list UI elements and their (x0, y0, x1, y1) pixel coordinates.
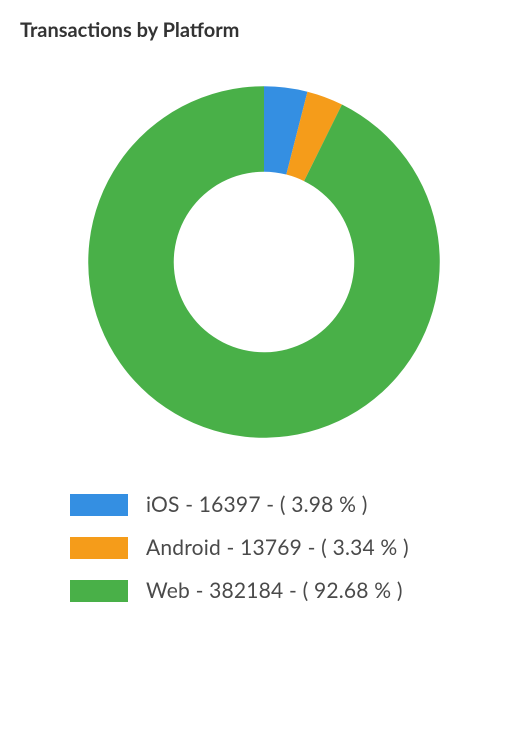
chart-title: Transactions by Platform (20, 18, 507, 42)
donut-chart-container (20, 72, 507, 452)
donut-slice-web[interactable] (88, 86, 440, 438)
legend-label: Web - 382184 - ( 92.68 % ) (146, 578, 403, 603)
legend-item-ios[interactable]: iOS - 16397 - ( 3.98 % ) (70, 492, 507, 517)
legend-label: iOS - 16397 - ( 3.98 % ) (146, 492, 368, 517)
legend-label: Android - 13769 - ( 3.34 % ) (146, 535, 409, 560)
legend-item-web[interactable]: Web - 382184 - ( 92.68 % ) (70, 578, 507, 603)
chart-legend: iOS - 16397 - ( 3.98 % ) Android - 13769 … (70, 492, 507, 603)
legend-swatch (70, 580, 128, 602)
legend-item-android[interactable]: Android - 13769 - ( 3.34 % ) (70, 535, 507, 560)
legend-swatch (70, 537, 128, 559)
legend-swatch (70, 494, 128, 516)
donut-chart (74, 72, 454, 452)
